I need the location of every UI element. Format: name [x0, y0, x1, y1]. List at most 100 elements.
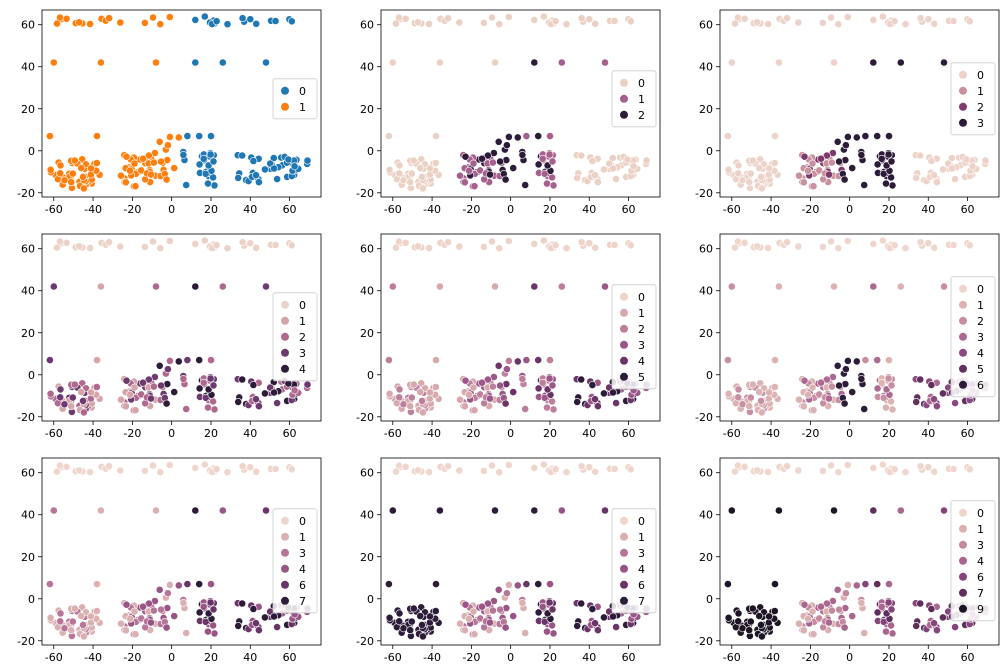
scatter-point	[509, 164, 518, 172]
scatter-point	[431, 159, 440, 167]
scatter-point	[585, 239, 594, 248]
scatter-point	[46, 356, 54, 364]
scatter-point	[469, 159, 478, 168]
legend: 0 1 2	[611, 70, 657, 128]
scatter-point	[395, 393, 404, 402]
scatter-point	[804, 166, 812, 175]
scatter-point	[165, 356, 174, 365]
scatter-point	[869, 282, 878, 291]
scatter-point	[246, 15, 255, 24]
scatter-point	[504, 13, 513, 21]
scatter-point	[223, 468, 232, 477]
scatter-point	[513, 357, 522, 366]
legend-marker	[959, 102, 967, 111]
scatter-point	[901, 20, 910, 29]
scatter-point	[287, 465, 296, 474]
x-tick-label: -40	[84, 203, 102, 216]
x-tick-label: -60	[45, 427, 63, 440]
scatter-point	[200, 460, 209, 469]
scatter-point	[771, 580, 779, 588]
scatter-point	[435, 282, 444, 291]
scatter-point	[491, 58, 499, 67]
scatter-point	[491, 282, 499, 291]
scatter-point	[455, 242, 464, 251]
scatter-point	[577, 462, 586, 471]
scatter-point	[460, 402, 469, 411]
scatter-point	[461, 600, 470, 609]
scatter-point	[884, 374, 893, 383]
legend-marker	[620, 532, 628, 541]
scatter-point	[395, 161, 404, 170]
scatter-point	[384, 356, 393, 364]
scatter-point	[191, 463, 200, 472]
scatter-point	[901, 468, 910, 477]
scatter-point	[93, 356, 101, 364]
scatter-point	[573, 173, 582, 182]
scatter-point	[273, 623, 281, 631]
scatter-point	[174, 581, 183, 590]
scatter-point	[940, 58, 948, 67]
scatter-point	[46, 613, 55, 622]
legend-marker	[620, 548, 628, 557]
scatter-point	[46, 165, 55, 174]
x-tick-label: 0	[846, 651, 853, 664]
scatter-point	[502, 365, 511, 374]
scatter-point	[852, 357, 861, 366]
scatter-point	[165, 461, 174, 469]
legend-marker	[281, 348, 289, 357]
scatter-point	[502, 141, 511, 150]
x-tick-label: 0	[846, 203, 853, 216]
scatter-point	[577, 375, 586, 384]
scatter-point	[149, 461, 157, 470]
scatter-point	[591, 19, 600, 28]
scatter-point	[887, 381, 896, 390]
scatter-point	[388, 58, 397, 67]
axes-frame	[719, 233, 1000, 422]
scatter-point	[60, 624, 69, 633]
scatter-point	[384, 132, 393, 140]
legend-label: 1	[299, 315, 306, 328]
scatter-point	[869, 506, 878, 515]
y-tick-label: 0	[28, 369, 35, 382]
y-tick-label: 0	[28, 145, 35, 158]
scatter-point	[509, 388, 518, 396]
scatter-point	[965, 241, 974, 250]
scatter-point	[800, 626, 808, 635]
scatter-points	[46, 12, 312, 193]
scatter-point	[609, 164, 617, 173]
scatter-point	[425, 244, 433, 252]
legend-label: 4	[299, 563, 306, 576]
scatter-point	[548, 381, 557, 390]
scatter-point	[912, 173, 921, 182]
scatter-point	[68, 169, 77, 178]
scatter-point	[238, 375, 247, 384]
legend-label: 0	[638, 77, 645, 90]
scatter-point	[930, 19, 939, 28]
x-tick-label: -40	[423, 651, 441, 664]
legend-box	[950, 500, 996, 622]
scatter-point	[122, 178, 130, 187]
legend-marker	[959, 524, 967, 533]
scatter-point	[588, 605, 597, 613]
scatter-point	[470, 406, 479, 415]
legend-label: 6	[638, 579, 645, 592]
scatter-point	[271, 17, 280, 25]
scatter-point	[218, 58, 227, 67]
scatter-point	[861, 580, 870, 588]
scatter-point	[882, 627, 890, 636]
scatter-point	[548, 157, 557, 166]
legend-label: 1	[638, 531, 645, 544]
scatter-point	[504, 581, 513, 589]
scatter-point	[800, 376, 809, 385]
scatter-point	[210, 405, 219, 414]
scatter-point	[562, 20, 571, 29]
scatter-point	[534, 356, 543, 364]
x-tick-label: 0	[507, 651, 514, 664]
scatter-point	[207, 132, 215, 140]
scatter-point	[573, 622, 582, 630]
scatter-point	[927, 157, 936, 165]
scatter-point	[771, 132, 779, 140]
x-tick-label: -40	[423, 427, 441, 440]
scatter-point	[755, 164, 764, 172]
scatter-point	[199, 154, 208, 163]
